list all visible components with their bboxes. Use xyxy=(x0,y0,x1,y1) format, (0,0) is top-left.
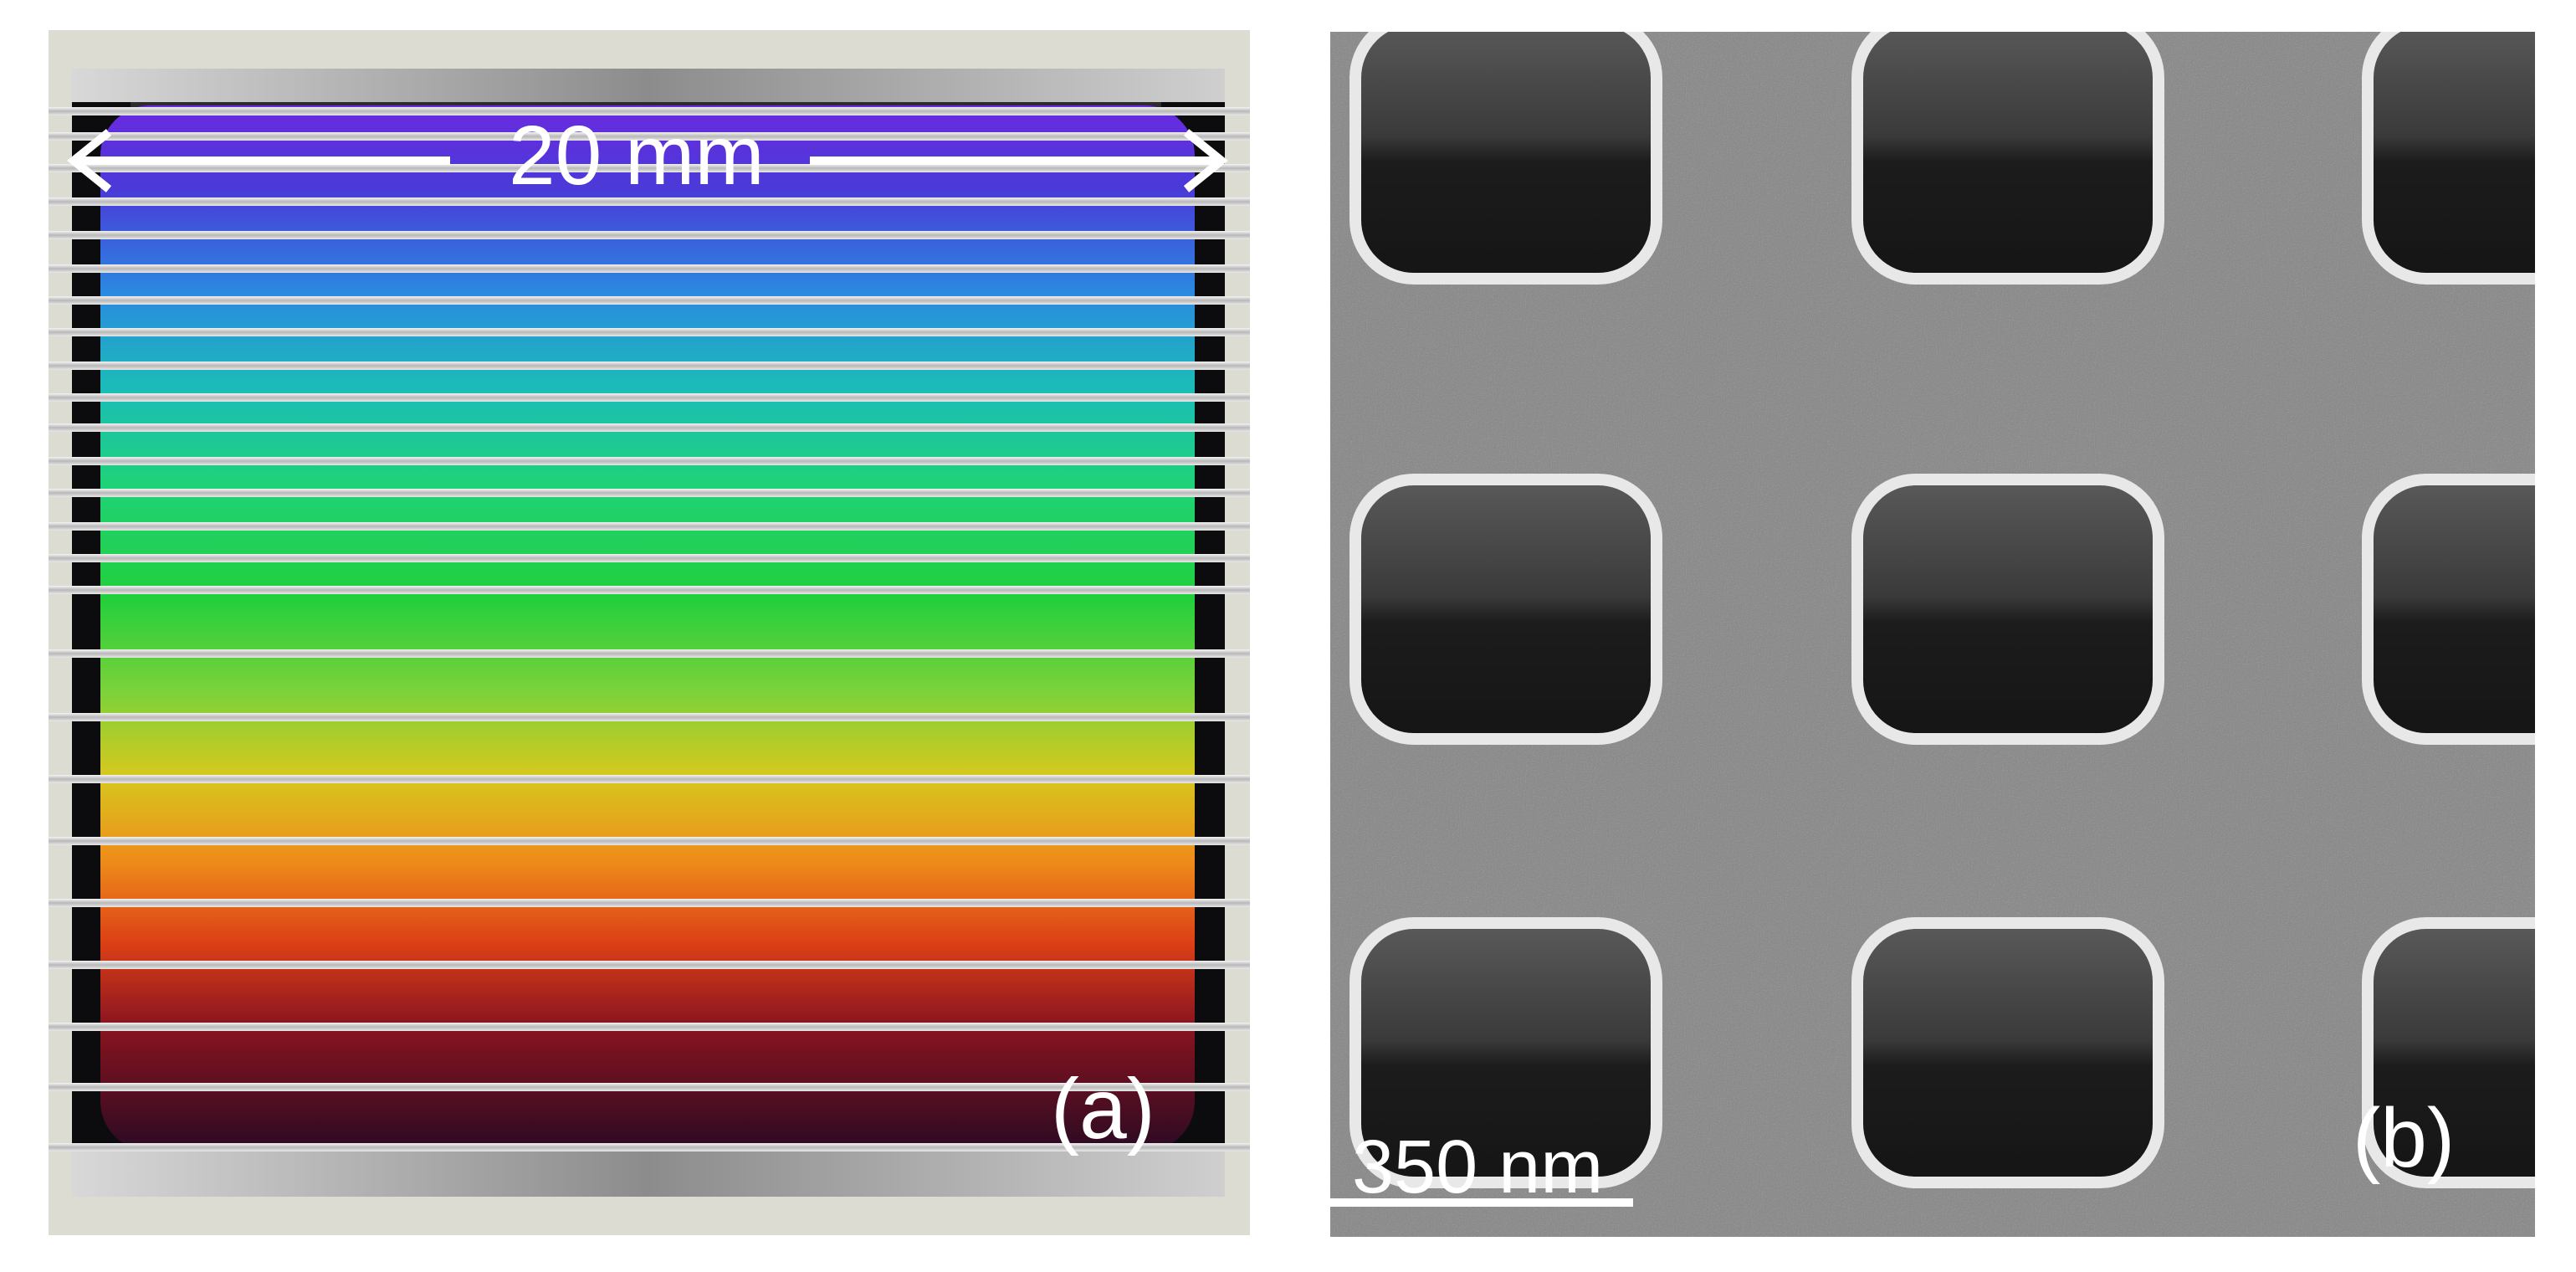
wire-line xyxy=(49,457,1250,465)
sem-hole xyxy=(1851,917,2164,1188)
panel-label-b: (b) xyxy=(2353,1091,2456,1185)
wire-line xyxy=(49,961,1250,969)
wire-line xyxy=(49,713,1250,721)
wire-line xyxy=(49,164,1250,172)
wire-line xyxy=(49,1023,1250,1031)
wire-line xyxy=(49,197,1250,206)
wire-line xyxy=(49,775,1250,783)
rainbow-grating-photo xyxy=(49,69,1250,1197)
wire-line xyxy=(49,522,1250,531)
sem-hole xyxy=(2362,917,2535,1188)
wire-line xyxy=(49,231,1250,239)
sem-hole xyxy=(1851,474,2164,745)
panel-label-a: (a) xyxy=(1051,1061,1155,1157)
dimension-label: 20 mm xyxy=(509,109,765,203)
wire-line xyxy=(49,554,1250,562)
wire-line xyxy=(49,328,1250,336)
wire-line xyxy=(49,296,1250,305)
sem-hole xyxy=(1851,32,2164,285)
wire-line xyxy=(49,107,1250,115)
wire-line xyxy=(49,1083,1250,1091)
sem-hole xyxy=(1349,917,1662,1188)
wire-line xyxy=(49,1143,1250,1151)
sem-hole xyxy=(2362,32,2535,285)
hole-grid xyxy=(1349,32,2535,1188)
wire-line xyxy=(49,899,1250,907)
sem-hole xyxy=(1349,474,1662,745)
dimension-arrow xyxy=(67,129,1228,192)
wire-line xyxy=(49,489,1250,497)
sem-hole xyxy=(1349,32,1662,285)
wire-line xyxy=(49,393,1250,402)
sem-panel-b: 350 nm (b) xyxy=(1330,32,2535,1237)
wire-line xyxy=(49,132,1250,141)
sem-hole xyxy=(2362,474,2535,745)
photo-panel-a: 20 mm (a) xyxy=(49,30,1250,1235)
wire-line xyxy=(49,586,1250,594)
wire-line xyxy=(49,837,1250,845)
wire-line xyxy=(49,264,1250,273)
wire-line xyxy=(49,362,1250,370)
scale-bar-label: 350 nm xyxy=(1352,1126,1604,1209)
sem-hole-array xyxy=(1330,32,2535,1237)
wire-line xyxy=(49,649,1250,658)
wire-lines xyxy=(49,107,1250,1151)
wire-line xyxy=(49,423,1250,432)
scale-bar xyxy=(1330,1198,1633,1207)
